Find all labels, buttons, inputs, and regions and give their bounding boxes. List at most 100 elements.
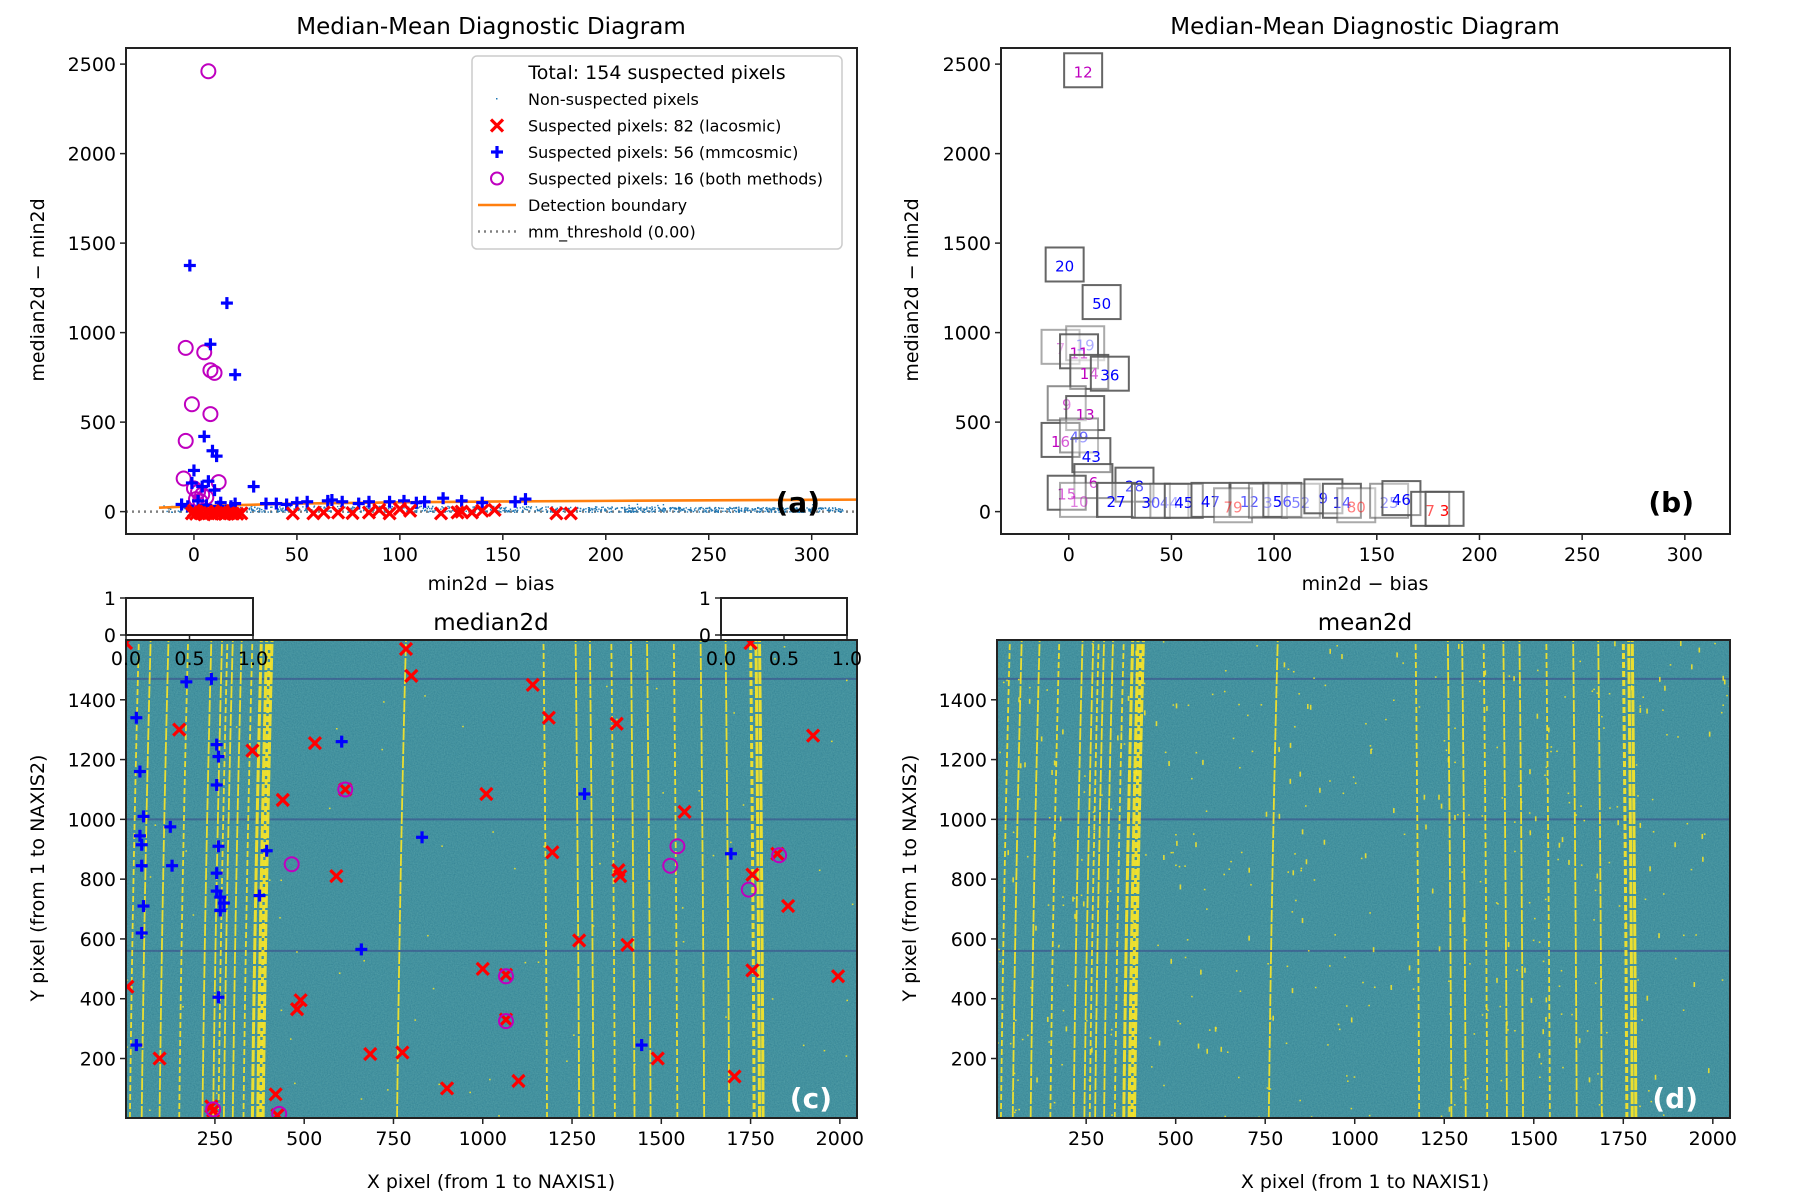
lacosmic-point — [382, 506, 397, 521]
hot-pixel — [1545, 766, 1548, 769]
hot-pixel — [1506, 1020, 1508, 1026]
hot-pixel — [192, 914, 195, 916]
panel-d-mean2d-image: mean2d 250 500 750 1000 1250 1500 1750 2000 200 4… — [899, 610, 1737, 1193]
hot-pixel — [998, 948, 1000, 951]
hot-pixel — [1046, 1016, 1049, 1022]
non-suspected-point — [587, 506, 590, 509]
non-suspected-point — [797, 511, 799, 513]
x-stroke — [403, 503, 418, 518]
non-suspected-point — [726, 508, 729, 510]
spectral-line — [610, 640, 616, 1118]
hot-pixel — [1714, 642, 1716, 645]
lacosmic-point — [285, 506, 300, 521]
hot-pixel — [489, 1078, 491, 1081]
hot-pixel — [1050, 1030, 1053, 1033]
hot-pixel — [1496, 746, 1499, 749]
non-suspected-point — [528, 506, 530, 508]
hot-pixel — [1208, 1029, 1211, 1031]
non-suspected-point — [541, 507, 543, 509]
hot-pixel — [1507, 942, 1510, 948]
hot-pixel — [1117, 735, 1119, 741]
non-suspected-point — [686, 511, 689, 513]
hot-pixel — [1027, 1034, 1029, 1037]
hot-pixel — [1550, 750, 1552, 753]
b-xtick-label: 150 — [1359, 544, 1395, 566]
hot-pixel — [662, 792, 664, 794]
hot-pixel — [1024, 762, 1026, 768]
inset-xtick-label: 1.0 — [832, 648, 862, 670]
spectral-line — [1083, 640, 1095, 1118]
non-suspected-point — [330, 510, 332, 512]
label-box — [1336, 487, 1377, 524]
x-stroke — [268, 1087, 283, 1102]
mmcosmic-marker — [164, 820, 177, 833]
legend-label: Detection boundary — [528, 196, 687, 215]
hot-pixel — [1289, 778, 1292, 784]
non-suspected-point — [695, 507, 697, 509]
spectral-line — [1482, 640, 1489, 1118]
hot-pixel — [606, 685, 608, 688]
hot-pixel — [1223, 690, 1226, 693]
hot-pixel — [1175, 833, 1177, 836]
non-suspected-point — [808, 508, 810, 511]
both-methods-marker — [497, 1013, 514, 1030]
hot-pixel — [1562, 1066, 1564, 1069]
non-suspected-point — [427, 505, 430, 508]
non-suspected-point — [722, 507, 724, 510]
panel-c-median2d-image: median2d 250 500 750 1000 1250 1500 1750 200020… — [27, 588, 864, 1193]
mmcosmic-point — [383, 495, 396, 508]
hot-pixel — [498, 1115, 500, 1117]
non-suspected-point — [818, 507, 820, 509]
panel-d-xlabel: X pixel (from 1 to NAXIS1) — [1241, 1171, 1489, 1193]
hot-pixel — [215, 1092, 218, 1094]
non-suspected-point — [710, 508, 712, 511]
non-suspected-point — [369, 508, 371, 510]
hot-pixel — [1370, 748, 1373, 751]
non-suspected-point — [555, 508, 557, 511]
x-stroke — [372, 502, 387, 517]
hot-pixel — [1072, 896, 1074, 902]
hot-pixel — [1292, 870, 1295, 876]
non-suspected-point — [809, 508, 812, 511]
x-stroke — [745, 867, 760, 882]
panel-a-legend: Total: 154 suspected pixels Non-suspecte… — [471, 55, 843, 250]
panel-b-title: Median-Mean Diagnostic Diagram — [1170, 14, 1559, 40]
spectral-line — [1122, 640, 1135, 1118]
hot-pixel — [1536, 713, 1539, 719]
non-suspected-point — [499, 508, 501, 510]
non-suspected-point — [814, 511, 816, 513]
non-suspected-point — [546, 510, 549, 512]
non-suspected-point — [640, 509, 642, 512]
hot-pixel — [1313, 677, 1315, 679]
spectral-line — [630, 640, 636, 1118]
mmcosmic-point — [301, 495, 314, 508]
non-suspected-point — [530, 506, 533, 508]
hot-pixel — [1301, 829, 1304, 835]
non-suspected-point — [252, 509, 255, 512]
hot-pixel — [1662, 1114, 1665, 1116]
a-ytick-label: 500 — [80, 412, 116, 434]
c-xtick-label: 750 — [375, 1128, 411, 1150]
annotation-label: 25 — [1369, 482, 1410, 519]
hot-pixel — [1336, 645, 1339, 647]
non-suspected-point — [169, 508, 172, 511]
hot-pixel — [725, 1016, 727, 1018]
label-box — [1059, 417, 1100, 454]
hot-pixel — [1485, 1005, 1487, 1007]
mmcosmic-point — [270, 497, 283, 510]
panel-c-frame — [125, 639, 858, 1119]
non-suspected-point — [822, 507, 824, 510]
non-suspected-point — [702, 507, 704, 510]
hot-pixel — [1314, 986, 1317, 989]
non-suspected-point — [794, 507, 796, 510]
label-box — [1063, 52, 1104, 89]
mmcosmic-point — [418, 495, 431, 508]
hot-pixel — [492, 831, 494, 833]
lacosmic-point — [230, 506, 245, 521]
lacosmic-marker — [620, 937, 635, 953]
non-suspected-point — [577, 507, 579, 509]
legend-label: Suspected pixels: 82 (lacosmic) — [528, 117, 781, 136]
hot-pixel — [1179, 1022, 1182, 1025]
hot-pixel — [296, 951, 298, 953]
hot-pixel — [1532, 939, 1535, 942]
